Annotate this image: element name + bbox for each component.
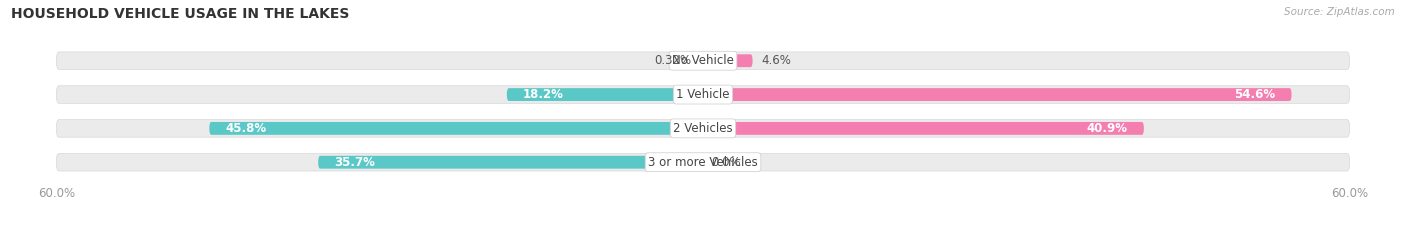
Legend: Owner-occupied, Renter-occupied: Owner-occupied, Renter-occupied: [575, 231, 831, 234]
Text: 4.6%: 4.6%: [761, 54, 792, 67]
Text: 2 Vehicles: 2 Vehicles: [673, 122, 733, 135]
FancyBboxPatch shape: [56, 52, 1350, 69]
Text: 0.0%: 0.0%: [711, 156, 741, 169]
Text: 0.32%: 0.32%: [654, 54, 690, 67]
Text: 3 or more Vehicles: 3 or more Vehicles: [648, 156, 758, 169]
FancyBboxPatch shape: [209, 122, 703, 135]
FancyBboxPatch shape: [56, 86, 1350, 103]
Text: 18.2%: 18.2%: [523, 88, 564, 101]
FancyBboxPatch shape: [703, 88, 1292, 101]
Text: 54.6%: 54.6%: [1234, 88, 1275, 101]
FancyBboxPatch shape: [56, 120, 1350, 137]
FancyBboxPatch shape: [506, 88, 703, 101]
Text: 45.8%: 45.8%: [225, 122, 267, 135]
FancyBboxPatch shape: [703, 54, 752, 67]
FancyBboxPatch shape: [700, 54, 703, 67]
Text: 35.7%: 35.7%: [335, 156, 375, 169]
FancyBboxPatch shape: [318, 156, 703, 169]
FancyBboxPatch shape: [703, 122, 1144, 135]
Text: No Vehicle: No Vehicle: [672, 54, 734, 67]
Text: 40.9%: 40.9%: [1087, 122, 1128, 135]
Text: 1 Vehicle: 1 Vehicle: [676, 88, 730, 101]
Text: Source: ZipAtlas.com: Source: ZipAtlas.com: [1284, 7, 1395, 17]
FancyBboxPatch shape: [56, 154, 1350, 171]
Text: HOUSEHOLD VEHICLE USAGE IN THE LAKES: HOUSEHOLD VEHICLE USAGE IN THE LAKES: [11, 7, 350, 21]
